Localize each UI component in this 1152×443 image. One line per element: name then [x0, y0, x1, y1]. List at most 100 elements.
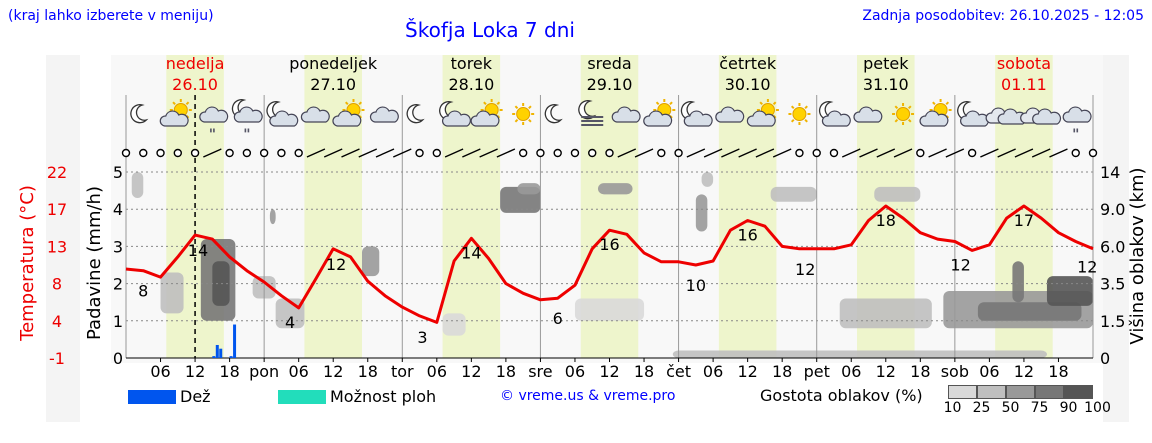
precipitation-tick-label: 2 — [113, 275, 123, 294]
temperature-tick-label: 13 — [47, 237, 67, 256]
cloud-shape — [683, 110, 713, 127]
sun-ray — [908, 118, 912, 123]
wind-barb — [841, 148, 861, 158]
x-tick-label: 06 — [150, 362, 170, 381]
x-tick-label: 06 — [288, 362, 308, 381]
cloud-patch — [874, 186, 921, 202]
wind-barb — [462, 148, 481, 158]
x-tick-label: tor — [391, 362, 414, 381]
temperature-value-label: 4 — [285, 313, 295, 332]
legend-showers: Možnost ploh — [278, 386, 436, 406]
weather-icon-cloud — [300, 106, 330, 123]
x-tick-label: 12 — [461, 362, 481, 381]
cloud-patch — [517, 183, 541, 195]
weather-icon-sun — [512, 103, 535, 125]
weather-icon-sun-cloud — [919, 99, 952, 127]
rain-swatch — [128, 389, 176, 404]
sun-ray — [894, 105, 899, 110]
wind-calm-marker — [657, 148, 666, 158]
density-title: Gostota oblakov (%) — [760, 386, 923, 405]
wind-calm-marker — [553, 148, 562, 158]
precipitation-axis-title: Padavine (mm/h) — [84, 186, 105, 340]
sun-disc — [516, 107, 531, 121]
x-tick-label: 12 — [1014, 362, 1034, 381]
sun-ray — [483, 101, 487, 106]
wind-barb — [980, 148, 999, 158]
weather-icon-fog — [578, 100, 604, 126]
cloud-patch — [269, 209, 276, 225]
cloud-patch — [672, 350, 1047, 358]
weather-icon-cloud — [715, 106, 745, 123]
sun-ray — [894, 118, 899, 123]
day-date: 01.11 — [1001, 75, 1047, 94]
density-cell-50 — [1006, 385, 1035, 399]
x-tick-label: 06 — [565, 362, 585, 381]
precipitation-tick-label: 5 — [113, 163, 123, 182]
chart-title: Škofja Loka 7 dni — [405, 18, 575, 42]
rain-marks: " — [243, 127, 250, 143]
wind-calm-marker — [605, 148, 614, 158]
temperature-value-label: 14 — [188, 241, 208, 260]
precipitation-tick-label: 1 — [113, 312, 123, 331]
day-name: petek — [863, 54, 909, 73]
wind-calm-marker — [259, 148, 269, 158]
temperature-tick-label: 8 — [52, 275, 62, 294]
sun-ray — [908, 105, 912, 110]
sun-ray — [514, 118, 519, 123]
cloud-patch — [597, 183, 633, 195]
weather-icon-cloud — [853, 106, 883, 123]
weather-icon-cloud-rain: " — [199, 106, 229, 143]
wind-barb — [358, 148, 378, 158]
weather-icon-sun-cloud — [159, 99, 192, 127]
temperature-value-label: 12 — [1077, 257, 1097, 276]
right-axis-panel-bg — [1103, 55, 1129, 422]
day-name: sreda — [587, 54, 631, 73]
sun-ray — [172, 101, 176, 106]
cloud-patch — [160, 272, 184, 314]
weather-icon-sun — [788, 103, 811, 125]
left-axes: 22 17 13 8 4 -1 5 4 3 2 1 0 — [47, 163, 123, 368]
temperature-value-label: 12 — [795, 260, 815, 279]
cloud-shape — [332, 110, 362, 127]
wind-barb — [393, 148, 412, 158]
cloud-patch — [701, 172, 714, 187]
density-cell-75 — [1035, 385, 1064, 399]
weather-icon-night-clear — [544, 104, 563, 124]
sun-ray — [344, 101, 349, 106]
weather-icon-cloud — [611, 106, 641, 123]
last-update: Zadnja posodobitev: 26.10.2025 - 12:05 — [862, 8, 1144, 24]
x-tick-label: 06 — [427, 362, 447, 381]
precipitation-tick-label: 4 — [113, 200, 123, 219]
cloud-patch — [442, 313, 466, 336]
x-tick-label: sob — [941, 362, 969, 381]
cloud-shape — [746, 110, 776, 127]
density-label: 25 — [972, 400, 991, 416]
wind-barb — [686, 148, 706, 158]
cloud-patch — [695, 194, 708, 232]
showers-swatch — [278, 389, 326, 404]
copyright-link[interactable]: © vreme.us & vreme.pro — [500, 388, 676, 404]
wind-barb — [496, 148, 516, 158]
cloud-patch — [839, 298, 932, 329]
density-labels: 10 25 50 75 90 100 — [938, 400, 1112, 416]
wind-barb — [444, 148, 464, 158]
weather-icon-night-clear — [130, 104, 149, 124]
temperature-tick-label: 17 — [47, 200, 67, 219]
density-label: 100 — [1084, 400, 1111, 416]
cloud-shape — [919, 110, 949, 127]
temperature-value-label: 14 — [461, 243, 481, 262]
wind-calm-marker — [432, 148, 442, 158]
x-tick-label: čet — [666, 362, 691, 381]
cloud-shape — [199, 106, 229, 123]
x-tick-label: 12 — [323, 362, 343, 381]
weather-icon-night-cloud — [266, 101, 299, 127]
density-cell-10 — [948, 385, 977, 399]
wind-barb — [945, 148, 965, 158]
rain-bar — [212, 356, 216, 358]
wind-calm-marker — [415, 148, 424, 158]
wind-barb — [203, 148, 222, 158]
cloud-patch — [131, 172, 144, 199]
wind-calm-marker — [829, 148, 839, 158]
day-date: 27.10 — [310, 75, 356, 94]
x-axis-ticks: 06 12 18 pon 06 12 18 tor 06 12 18 sre 06 12 18 čet 06 12… — [150, 358, 1069, 381]
